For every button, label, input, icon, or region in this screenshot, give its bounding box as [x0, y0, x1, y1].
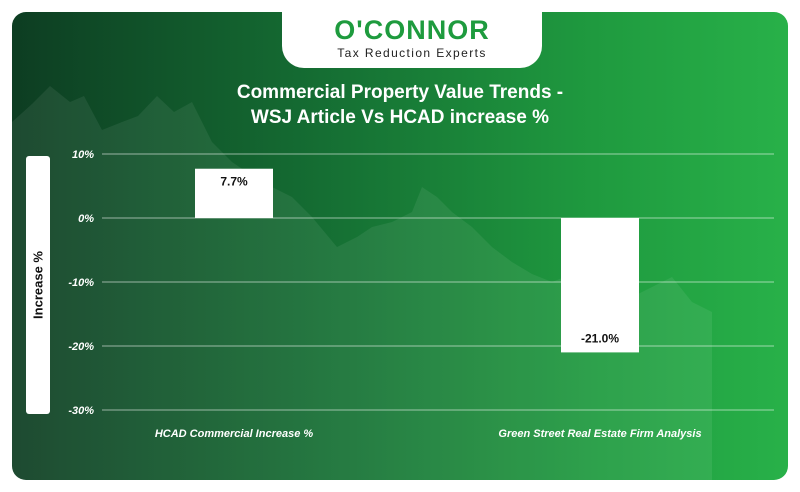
x-tick-label: HCAD Commercial Increase % — [155, 428, 314, 440]
brand-logo: O'CONNOR Tax Reduction Experts — [282, 12, 542, 68]
chart-title-line-2: WSJ Article Vs HCAD increase % — [250, 107, 550, 128]
data-label: 7.7% — [220, 175, 248, 189]
data-label: -21.0% — [581, 331, 619, 345]
x-tick-label: Green Street Real Estate Firm Analysis — [498, 428, 701, 440]
y-tick-label: -30% — [68, 405, 94, 417]
brand-tagline: Tax Reduction Experts — [337, 46, 487, 60]
bar — [561, 218, 639, 353]
y-tick-label: -20% — [68, 341, 94, 353]
chart-title: Commercial Property Value Trends - WSJ A… — [12, 80, 788, 130]
background-mountain-shape — [12, 86, 712, 480]
y-tick-label: 0% — [78, 213, 94, 225]
chart-title-line-1: Commercial Property Value Trends - — [236, 82, 564, 103]
y-tick-label: 10% — [72, 149, 94, 161]
chart-card: O'CONNOR Tax Reduction Experts Commercia… — [12, 12, 788, 480]
bar-chart: 10% 0% -10% -20% -30% 7.7% HCAD Commercial Inc… — [68, 149, 774, 440]
bar — [195, 168, 273, 218]
y-tick-label: -10% — [68, 277, 94, 289]
y-axis-label-box: Increase % — [26, 156, 50, 414]
brand-name: O'CONNOR — [334, 15, 490, 45]
